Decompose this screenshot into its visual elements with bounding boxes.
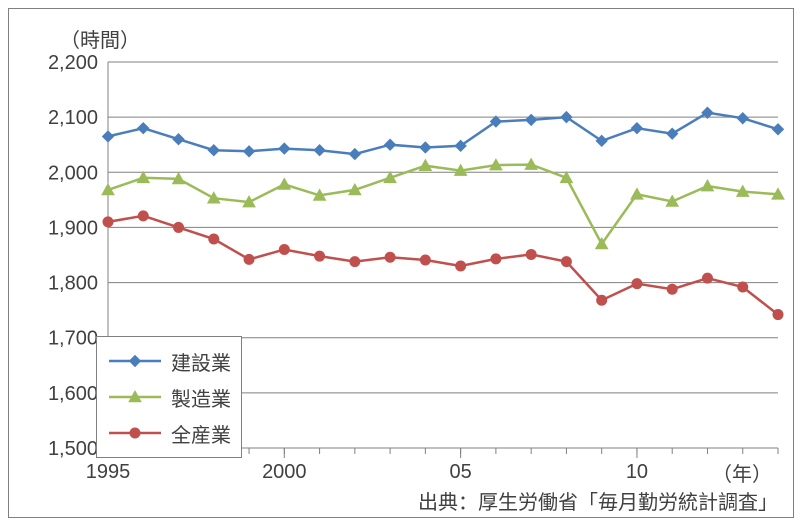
x-tick-label: 10 [626,461,648,483]
marker-construction [244,146,255,157]
y-tick-label: 1,500 [48,438,98,460]
y-tick-label: 1,900 [48,217,98,239]
marker-construction [349,149,360,160]
marker-construction [631,123,642,134]
x-tick-label: 2000 [262,461,307,483]
marker-all_industries [597,295,607,305]
legend-swatch-all_industries [107,422,163,444]
marker-all_industries [209,234,219,244]
marker-construction [173,134,184,145]
marker-manufacturing [278,178,290,189]
y-tick-label: 1,800 [48,273,98,295]
y-axis-title: （時間） [60,24,140,53]
legend-label-construction: 建設業 [171,347,231,376]
legend-swatch-manufacturing [107,386,163,408]
marker-all_industries [174,222,184,232]
marker-construction [420,142,431,153]
marker-all_industries [526,249,536,259]
source-caption: 出典：厚生労働省「毎月勤労統計調査」 [418,486,778,515]
marker-construction [103,131,114,142]
marker-all_industries [561,257,571,267]
legend-item-all_industries: 全産業 [107,415,231,451]
legend: 建設業製造業全産業 [96,336,242,458]
y-tick-label: 2,200 [48,52,98,74]
marker-all_industries [773,310,783,320]
marker-construction [314,145,325,156]
y-tick-label: 1,700 [48,328,98,350]
x-tick-label: 05 [450,461,472,483]
legend-label-all_industries: 全産業 [171,419,231,448]
marker-all_industries [632,279,642,289]
marker-construction [737,113,748,124]
marker-all_industries [244,254,254,264]
marker-construction [667,128,678,139]
marker-all_industries [350,257,360,267]
y-tick-label: 2,100 [48,107,98,129]
marker-all_industries [420,255,430,265]
marker-all_industries [385,252,395,262]
marker-construction [526,114,537,125]
marker-all_industries [702,273,712,283]
marker-all_industries [315,251,325,261]
marker-construction [208,145,219,156]
series-line-all_industries [108,216,778,315]
legend-item-construction: 建設業 [107,343,231,379]
marker-construction [702,107,713,118]
marker-all_industries [138,211,148,221]
marker-all_industries [738,282,748,292]
y-tick-label: 2,000 [48,162,98,184]
marker-manufacturing [631,188,643,199]
marker-all_industries [491,254,501,264]
chart-frame: 1,500 1,600 1,700 1,800 1,900 2,000 2,100 2,200… [0,0,802,527]
x-tick-label: 1995 [86,461,131,483]
marker-construction [773,124,784,135]
marker-construction [138,123,149,134]
legend-swatch-construction [107,350,163,372]
marker-manufacturing [701,180,713,191]
legend-item-manufacturing: 製造業 [107,379,231,415]
x-axis-title: （年） [712,458,772,487]
marker-all_industries [279,244,289,254]
marker-all_industries [667,284,677,294]
marker-construction [385,139,396,150]
marker-all_industries [456,261,466,271]
marker-construction [279,143,290,154]
y-tick-label: 1,600 [48,383,98,405]
marker-all_industries [103,217,113,227]
legend-label-manufacturing: 製造業 [171,383,231,412]
